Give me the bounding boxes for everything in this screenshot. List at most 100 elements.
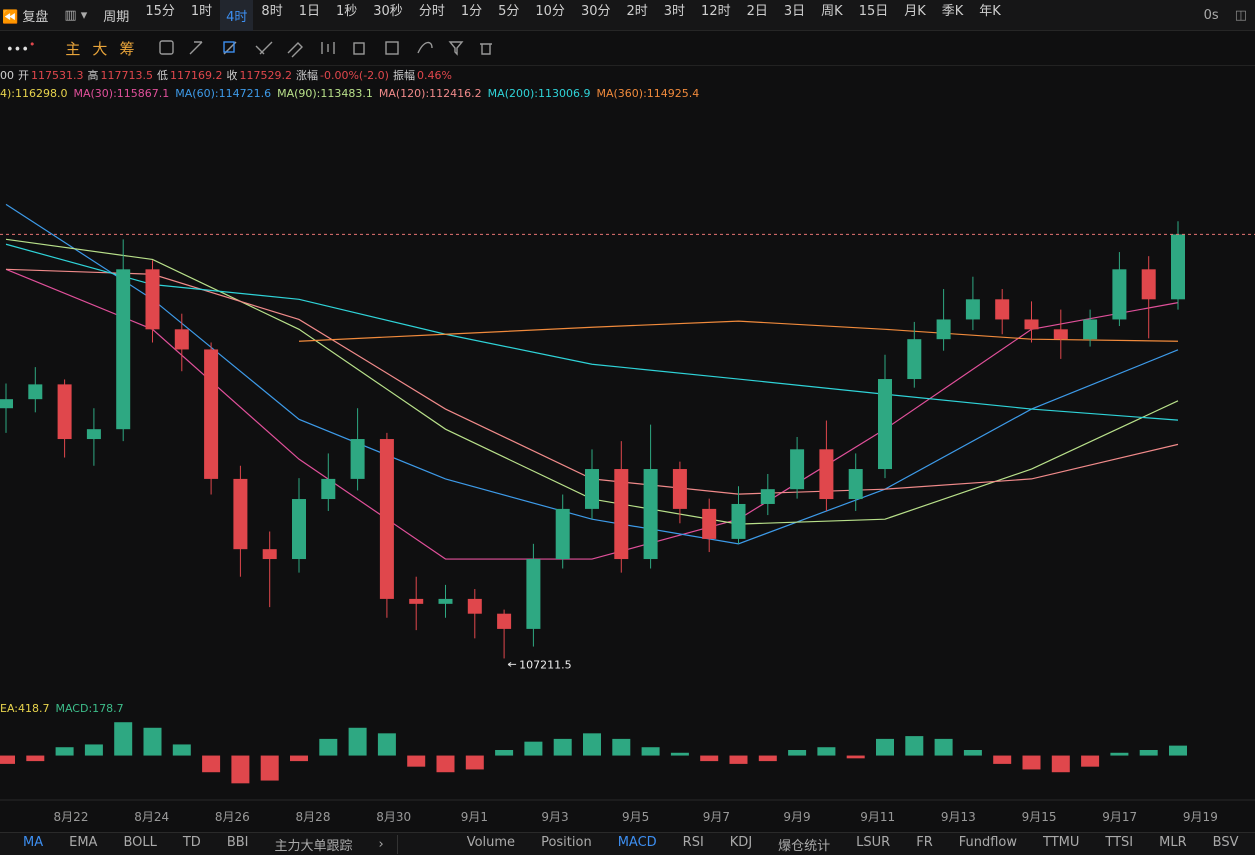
tool-icons: [159, 40, 493, 58]
info-label: 振幅: [392, 69, 415, 82]
period[interactable]: 10分: [535, 3, 565, 19]
candle-body: [936, 319, 951, 340]
candle-body: [350, 439, 365, 479]
camera[interactable]: ◫: [1234, 7, 1247, 23]
period[interactable]: 2时: [626, 3, 648, 19]
main-indicators: MA EMA BOLL TD BBI 主力大单跟踪: [0, 835, 366, 854]
x-tick-label: 9月17: [1102, 810, 1137, 824]
chart: 107211.508月228月248月268月288月309月19月39月59月…: [0, 203, 1255, 824]
sub-indicator[interactable]: Fundflow: [958, 834, 1018, 850]
period[interactable]: 2日: [746, 3, 768, 19]
period[interactable]: 30秒: [373, 3, 403, 19]
macd-bar: [700, 755, 719, 762]
period[interactable]: 3时: [663, 3, 686, 19]
period[interactable]: 3日: [783, 3, 806, 19]
more-indicators[interactable]: ›: [378, 836, 384, 852]
candle-body: [204, 349, 219, 479]
macd-bar: [670, 752, 689, 756]
period[interactable]: 4时: [220, 0, 254, 31]
legend-entry: MA(200):113006.9: [487, 86, 591, 100]
candle-body: [995, 299, 1010, 320]
macd-bar: [436, 755, 455, 773]
candle-body: [145, 269, 160, 330]
sub-indicator[interactable]: BSV: [1212, 834, 1239, 850]
macd-bar: [407, 755, 426, 767]
main-indicator[interactable]: TD: [182, 834, 201, 850]
more[interactable]: ••••: [6, 38, 36, 58]
sub-indicator[interactable]: RSI: [682, 834, 704, 850]
macd-bar: [788, 750, 807, 756]
candle-body: [379, 439, 394, 599]
replay[interactable]: ⏪ 复盘: [2, 9, 49, 25]
candle-body: [467, 598, 482, 614]
period[interactable]: 1日: [298, 3, 320, 19]
info-value: 117713.5: [100, 68, 154, 82]
macd-bar: [260, 755, 279, 781]
legend-entry: MACD:178.7: [55, 701, 124, 715]
candle-body: [907, 339, 922, 380]
period[interactable]: 15日: [858, 3, 889, 19]
macd-bar: [817, 747, 836, 756]
tool-label[interactable]: 大: [92, 39, 108, 58]
x-tick-label: 8月28: [296, 810, 331, 824]
sub-indicator[interactable]: Position: [541, 834, 592, 850]
sub-indicator[interactable]: MACD: [617, 834, 657, 850]
tool-bar: •••• 主大筹: [0, 31, 1255, 66]
sub-indicator[interactable]: KDJ: [729, 834, 753, 850]
x-tick-label: 8月24: [134, 810, 169, 824]
candle-body: [0, 399, 13, 409]
tool-label[interactable]: 主: [65, 39, 81, 58]
period[interactable]: 月K: [904, 3, 926, 19]
candle-body: [819, 449, 834, 500]
macd-bar: [846, 755, 865, 759]
candle-body: [702, 508, 717, 539]
period[interactable]: 1时: [190, 3, 213, 19]
chart-type[interactable]: ▥ ▾: [64, 7, 88, 23]
period[interactable]: 周K: [821, 3, 843, 19]
macd-bar: [1022, 755, 1041, 770]
info-value: 0.46%: [416, 68, 452, 82]
candle-body: [57, 384, 72, 440]
period[interactable]: 年K: [979, 3, 1001, 19]
main-indicator[interactable]: EMA: [69, 834, 98, 850]
candle-body: [614, 469, 629, 560]
period[interactable]: 季K: [941, 3, 964, 19]
period[interactable]: 8时: [261, 3, 283, 19]
sub-indicator[interactable]: 爆仓统计: [778, 838, 831, 854]
macd-bar: [377, 733, 396, 756]
sub-indicator[interactable]: LSUR: [856, 834, 891, 850]
candle-body: [292, 499, 306, 560]
candle-body: [790, 449, 805, 490]
sub-indicator[interactable]: FR: [916, 834, 933, 850]
period[interactable]: 30分: [580, 3, 611, 19]
period[interactable]: 15分: [145, 3, 175, 19]
tool-label[interactable]: 筹: [119, 39, 135, 58]
period[interactable]: 分时: [418, 3, 445, 19]
main-indicator[interactable]: BBI: [226, 834, 249, 850]
candle-body: [116, 269, 131, 430]
period-menu[interactable]: 周期: [103, 9, 130, 25]
x-tick-label: 9月7: [703, 810, 730, 824]
macd-bar: [1169, 745, 1187, 756]
legend-entry: MA(360):114925.4: [596, 86, 700, 100]
sub-indicator[interactable]: Volume: [466, 834, 516, 850]
macd-bar: [993, 755, 1012, 764]
period-list: 15分 1时 4时 8时 1日 1秒 30秒 分时 1分 5分 10分 30分 2时 3时 12时 2日 3日周…: [137, 0, 1009, 31]
main-indicator[interactable]: MA: [23, 834, 44, 850]
macd-legend: EA:418.7 MACD:178.7: [0, 700, 1255, 716]
period[interactable]: 1秒: [335, 3, 358, 19]
candle-body: [760, 489, 775, 504]
period[interactable]: 1分: [460, 3, 483, 19]
macd-bar: [758, 755, 777, 762]
legend-entry: MA(60):114721.6: [175, 86, 272, 100]
sub-indicator[interactable]: TTSI: [1105, 834, 1134, 850]
sub-indicator[interactable]: MLR: [1159, 834, 1187, 850]
x-tick-label: 9月19: [1183, 810, 1218, 824]
candle-body: [965, 299, 980, 320]
period[interactable]: 5分: [498, 3, 520, 19]
period[interactable]: 12时: [701, 3, 731, 19]
main-indicator[interactable]: BOLL: [123, 834, 157, 850]
sub-indicator[interactable]: TTMU: [1043, 834, 1080, 850]
main-indicator[interactable]: 主力大单跟踪: [274, 838, 353, 854]
